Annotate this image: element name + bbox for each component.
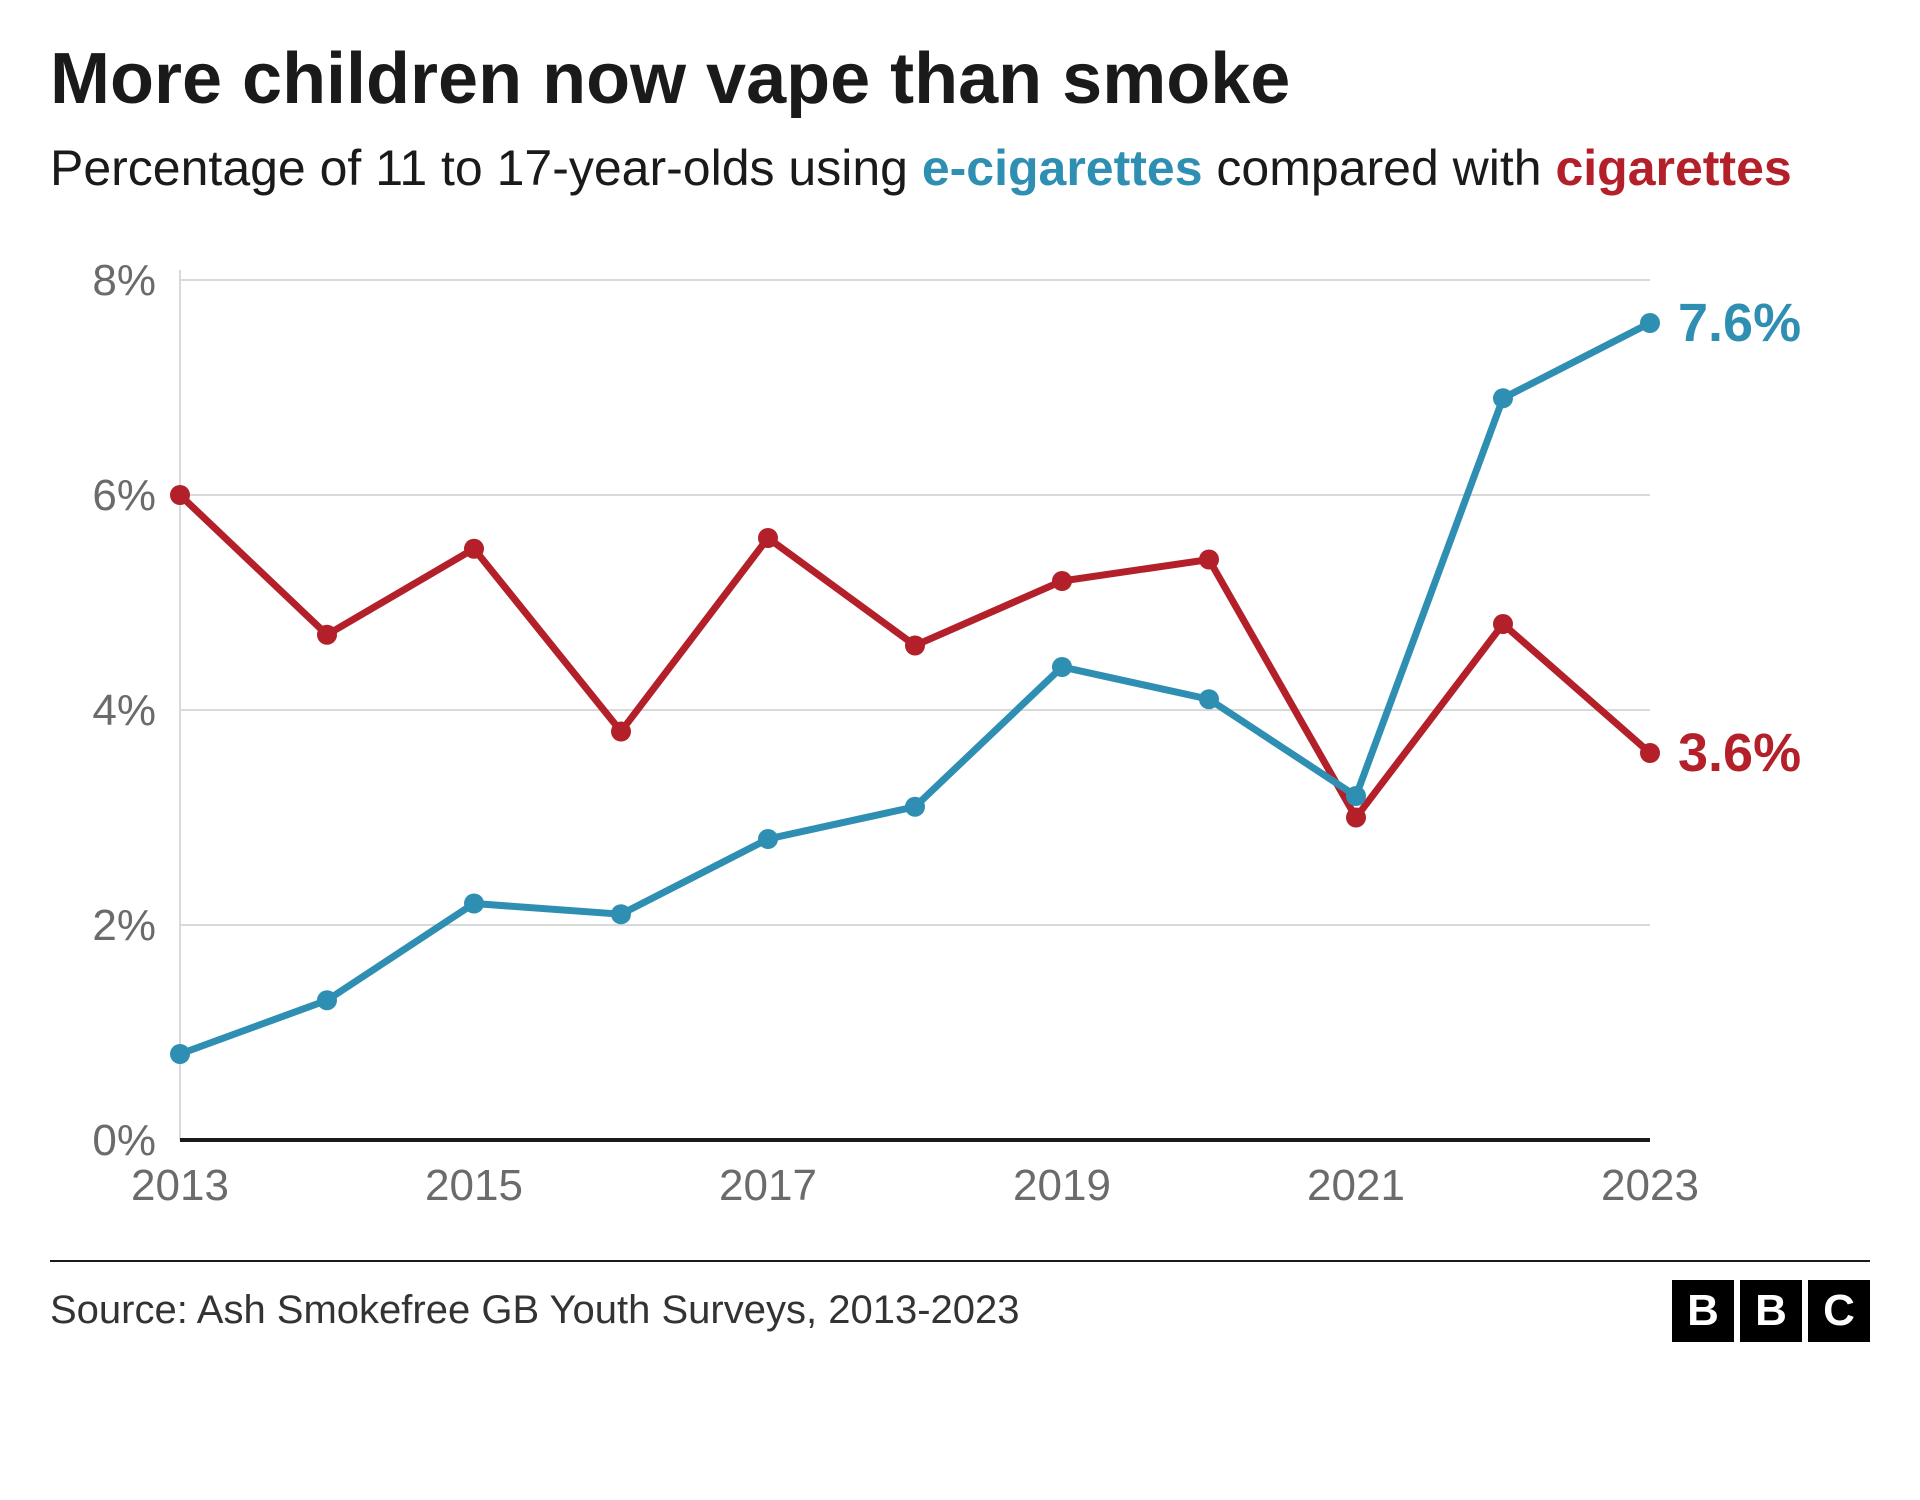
x-tick-label: 2021 <box>1307 1161 1405 1210</box>
chart-subtitle: Percentage of 11 to 17-year-olds using e… <box>50 137 1870 200</box>
series-point-e-cigarettes <box>1346 786 1366 806</box>
line-chart-svg: 0% 2% 4% 6% 8% 2013 2015 2017 2019 2021 2023 3.6% 7.… <box>50 250 1870 1230</box>
series-point-cigarettes <box>1640 743 1660 763</box>
source-text: Source: Ash Smokefree GB Youth Surveys, … <box>50 1288 1020 1333</box>
x-tick-label: 2023 <box>1601 1161 1699 1210</box>
end-label-e-cigarettes: 7.6% <box>1678 293 1801 353</box>
series-point-cigarettes <box>1346 807 1366 827</box>
bbc-logo: B B C <box>1672 1280 1870 1342</box>
subtitle-ecig-highlight: e-cigarettes <box>922 140 1203 196</box>
end-label-cigarettes: 3.6% <box>1678 723 1801 783</box>
series-point-e-cigarettes <box>317 990 337 1010</box>
series-point-e-cigarettes <box>1640 313 1660 333</box>
y-tick-label: 8% <box>92 256 156 305</box>
bbc-logo-b1: B <box>1672 1280 1734 1342</box>
chart-title: More children now vape than smoke <box>50 40 1870 119</box>
y-tick-label: 0% <box>92 1116 156 1165</box>
x-tick-label: 2013 <box>131 1161 229 1210</box>
series-point-e-cigarettes <box>1199 689 1219 709</box>
series-point-cigarettes <box>170 485 190 505</box>
series-point-cigarettes <box>1052 571 1072 591</box>
series-point-cigarettes <box>758 528 778 548</box>
series-point-cigarettes <box>317 624 337 644</box>
chart-plot-area: 0% 2% 4% 6% 8% 2013 2015 2017 2019 2021 2023 3.6% 7.… <box>50 250 1870 1230</box>
series-line-cigarettes <box>180 495 1650 818</box>
series-point-e-cigarettes <box>758 829 778 849</box>
series-point-e-cigarettes <box>170 1044 190 1064</box>
x-tick-label: 2017 <box>719 1161 817 1210</box>
series-point-cigarettes <box>464 538 484 558</box>
chart-container: More children now vape than smoke Percen… <box>0 0 1920 1500</box>
y-tick-label: 6% <box>92 471 156 520</box>
series-point-cigarettes <box>1199 549 1219 569</box>
subtitle-text-pre: Percentage of 11 to 17-year-olds using <box>50 140 922 196</box>
series-point-cigarettes <box>611 721 631 741</box>
series-point-cigarettes <box>905 635 925 655</box>
x-tick-label: 2015 <box>425 1161 523 1210</box>
y-tick-label: 4% <box>92 686 156 735</box>
series-point-cigarettes <box>1493 614 1513 634</box>
series-point-e-cigarettes <box>464 893 484 913</box>
x-tick-label: 2019 <box>1013 1161 1111 1210</box>
y-tick-label: 2% <box>92 901 156 950</box>
series-point-e-cigarettes <box>1052 657 1072 677</box>
series-point-e-cigarettes <box>1493 388 1513 408</box>
bbc-logo-c: C <box>1808 1280 1870 1342</box>
series-point-e-cigarettes <box>611 904 631 924</box>
series-point-e-cigarettes <box>905 796 925 816</box>
subtitle-text-mid: compared with <box>1203 140 1556 196</box>
bbc-logo-b2: B <box>1740 1280 1802 1342</box>
subtitle-cig-highlight: cigarettes <box>1555 140 1791 196</box>
series-line-e-cigarettes <box>180 323 1650 1054</box>
chart-footer: Source: Ash Smokefree GB Youth Surveys, … <box>50 1260 1870 1342</box>
